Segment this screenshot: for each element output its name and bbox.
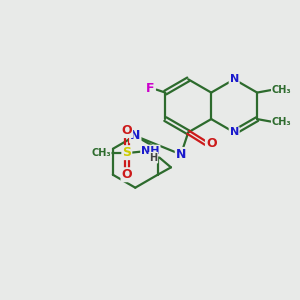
Text: CH₃: CH₃: [272, 117, 291, 127]
Text: CH₃: CH₃: [272, 85, 291, 94]
Text: NH: NH: [141, 146, 160, 156]
Text: N: N: [230, 127, 239, 137]
Text: N: N: [130, 129, 140, 142]
Text: N: N: [230, 74, 239, 84]
Text: O: O: [206, 137, 217, 150]
Text: H: H: [149, 153, 158, 163]
Text: S: S: [122, 146, 131, 159]
Text: F: F: [146, 82, 155, 95]
Text: O: O: [122, 168, 132, 181]
Text: O: O: [122, 124, 132, 137]
Text: CH₃: CH₃: [91, 148, 111, 158]
Text: N: N: [176, 148, 186, 161]
